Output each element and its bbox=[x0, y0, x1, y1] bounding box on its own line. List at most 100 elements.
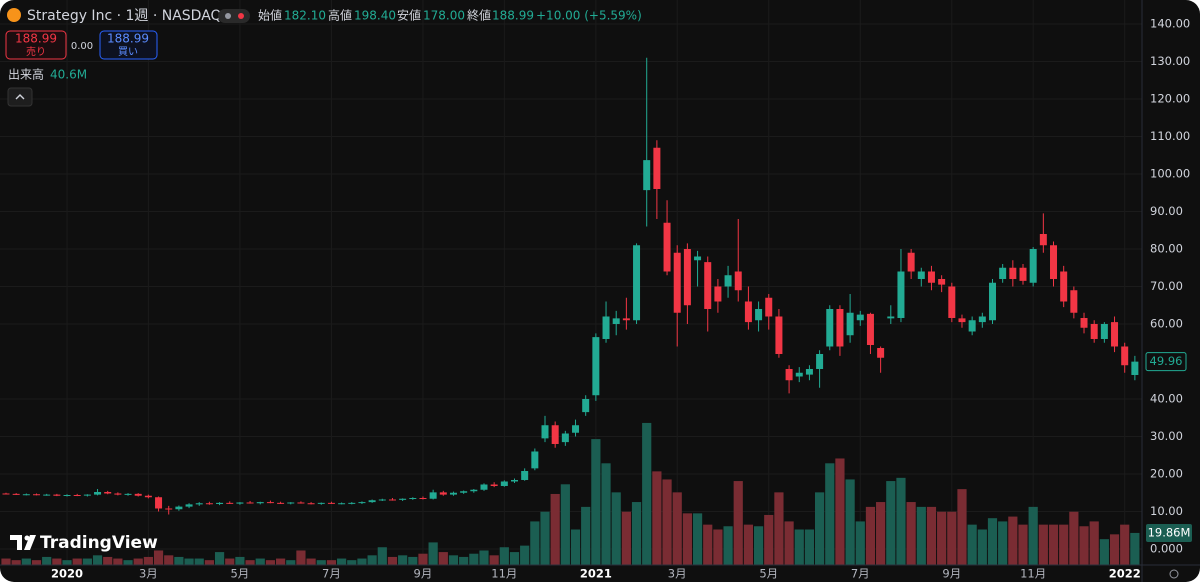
candle-body bbox=[521, 470, 529, 480]
status-dot bbox=[225, 13, 231, 19]
ohlc-value: 198.40 bbox=[354, 9, 396, 23]
candle-body bbox=[216, 502, 224, 504]
candle-body bbox=[511, 479, 518, 482]
volume-bar bbox=[998, 521, 1008, 565]
volume-bar bbox=[916, 506, 926, 565]
x-tick-label: 2021 bbox=[580, 567, 612, 581]
volume-bar bbox=[499, 547, 509, 565]
candle-body bbox=[236, 502, 244, 504]
x-tick-label: 7月 bbox=[322, 567, 341, 581]
candle-body bbox=[968, 320, 976, 332]
y-tick-label: 40.00 bbox=[1150, 391, 1183, 405]
status-toggle[interactable] bbox=[218, 9, 250, 23]
y-tick-label: 110.00 bbox=[1150, 129, 1190, 143]
last-price-label: 49.96 bbox=[1150, 354, 1183, 368]
volume-bar bbox=[1130, 532, 1140, 565]
volume-bar bbox=[296, 550, 306, 565]
candle-body bbox=[1131, 361, 1139, 375]
candle-body bbox=[755, 308, 763, 321]
candle-body bbox=[948, 286, 956, 318]
volume-bar bbox=[1048, 524, 1059, 565]
volume-bar bbox=[418, 553, 428, 565]
candle-body bbox=[83, 494, 91, 496]
volume-bar bbox=[835, 458, 845, 565]
candle-body bbox=[22, 494, 30, 496]
volume-bar bbox=[1120, 524, 1130, 565]
volume-bar bbox=[794, 529, 804, 565]
candle-body bbox=[917, 271, 925, 279]
last-volume-label: 19.86M bbox=[1148, 525, 1191, 539]
candle-body bbox=[927, 271, 935, 283]
volume-bar bbox=[1059, 524, 1069, 565]
ohlc-value: 178.00 bbox=[423, 9, 465, 23]
candle-body bbox=[826, 308, 834, 347]
volume-bar bbox=[62, 560, 72, 565]
volume-bar bbox=[398, 555, 408, 565]
x-tick-label: 3月 bbox=[139, 567, 158, 581]
candle-body bbox=[73, 494, 81, 496]
volume-title: 出来高 bbox=[8, 68, 44, 82]
x-tick-label: 7月 bbox=[851, 567, 870, 581]
candle-body bbox=[765, 297, 773, 317]
volume-bar bbox=[245, 560, 255, 565]
candle-body bbox=[2, 493, 10, 495]
buy-button[interactable] bbox=[99, 30, 158, 60]
volume-value: 40.6M bbox=[50, 68, 87, 82]
buy-label: 買い bbox=[118, 46, 138, 58]
candle-body bbox=[1080, 317, 1088, 328]
watermark-logo bbox=[10, 535, 36, 550]
collapse-button[interactable] bbox=[7, 87, 33, 107]
volume-bar bbox=[21, 558, 31, 565]
candle-body bbox=[124, 493, 132, 495]
volume-bar bbox=[886, 481, 896, 565]
candle-body bbox=[1070, 290, 1078, 313]
candle-body bbox=[572, 425, 580, 433]
settings-icon[interactable] bbox=[1169, 569, 1179, 579]
volume-bar bbox=[174, 556, 184, 565]
candle-body bbox=[185, 504, 193, 507]
y-tick-label: 80.00 bbox=[1150, 241, 1183, 255]
candle-body bbox=[277, 502, 285, 504]
volume-bar bbox=[194, 558, 204, 565]
candle-body bbox=[938, 278, 946, 285]
symbol-logo bbox=[7, 8, 21, 22]
candle-body bbox=[348, 502, 356, 504]
candle-body bbox=[561, 433, 569, 443]
candle-body bbox=[205, 503, 213, 505]
candle-body bbox=[612, 318, 620, 324]
sell-button[interactable] bbox=[5, 30, 67, 60]
volume-bar bbox=[1099, 539, 1109, 565]
candle-body bbox=[1060, 271, 1068, 302]
candle-body bbox=[999, 267, 1007, 279]
volume-bar bbox=[804, 529, 815, 565]
candle-body bbox=[338, 503, 346, 505]
candle-body bbox=[1050, 245, 1058, 279]
volume-bar bbox=[611, 492, 621, 565]
candle-body bbox=[246, 502, 254, 504]
candle-body bbox=[195, 503, 203, 505]
candle-body bbox=[877, 347, 885, 358]
sell-label: 売り bbox=[26, 45, 46, 58]
candle-body bbox=[622, 318, 630, 321]
candle-body bbox=[419, 497, 427, 499]
volume-bar bbox=[977, 529, 987, 565]
candle-body bbox=[155, 497, 163, 509]
volume-bar bbox=[347, 560, 357, 565]
candle-body bbox=[663, 222, 671, 272]
x-tick-label: 11月 bbox=[491, 567, 517, 581]
y-tick-label: 90.00 bbox=[1150, 204, 1183, 218]
candle-body bbox=[63, 494, 71, 496]
volume-bar bbox=[520, 545, 530, 565]
candle-body bbox=[460, 491, 468, 493]
symbol-title[interactable]: Strategy Inc · 1週 · NASDAQ bbox=[27, 8, 222, 24]
volume-bar bbox=[113, 558, 123, 565]
candle-body bbox=[897, 271, 905, 318]
volume-bar bbox=[967, 524, 977, 565]
candle-body bbox=[551, 425, 559, 444]
candle-body bbox=[694, 256, 702, 261]
x-tick-label: 2022 bbox=[1109, 567, 1141, 581]
volume-bar bbox=[743, 524, 754, 565]
candle-body bbox=[602, 316, 610, 339]
candle-body bbox=[653, 147, 661, 189]
candle-body bbox=[144, 495, 152, 498]
